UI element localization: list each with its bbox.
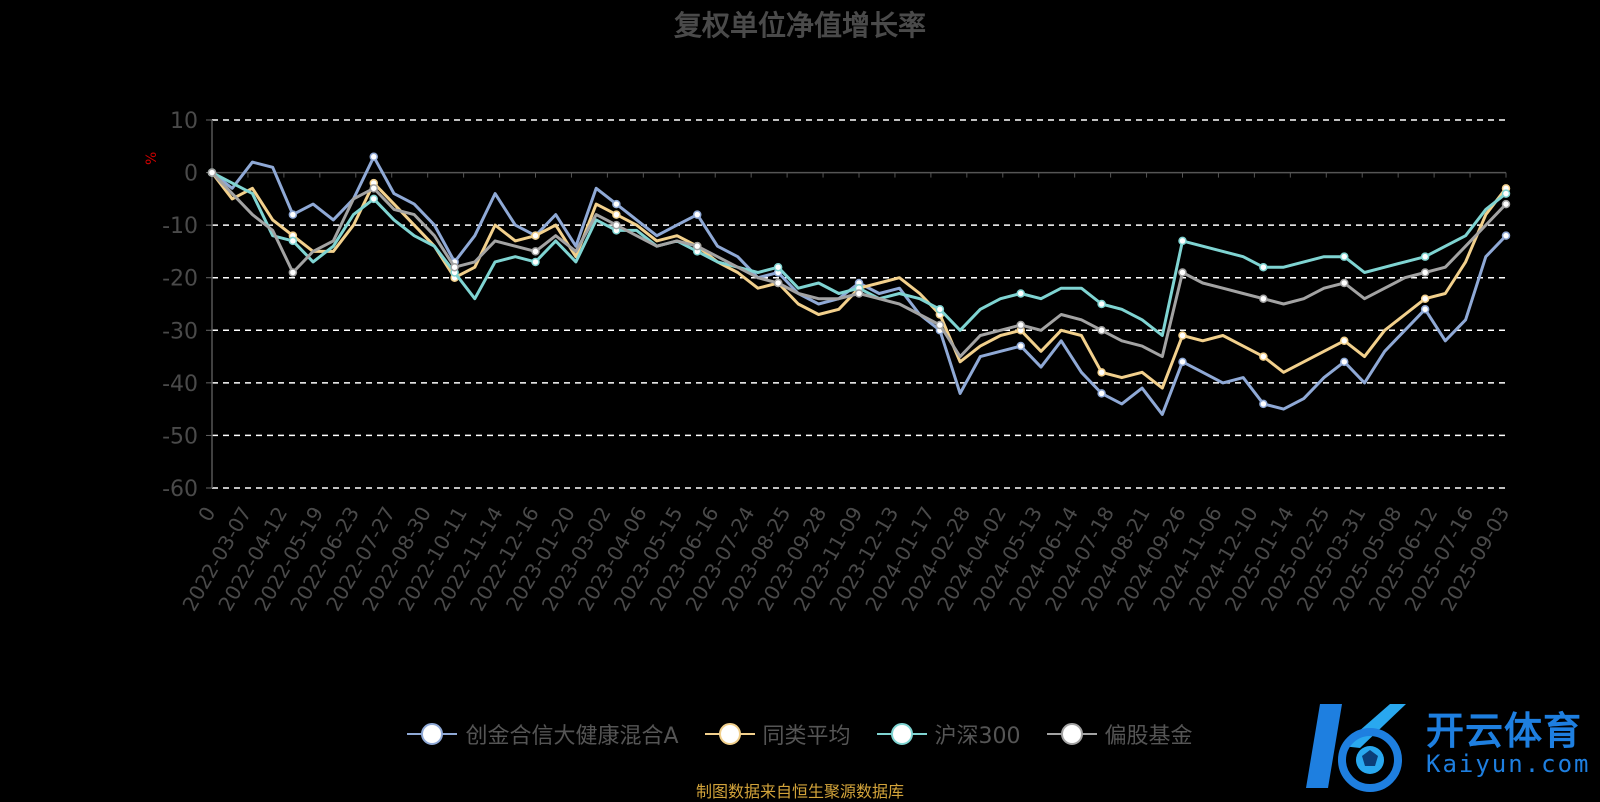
- legend-item-0[interactable]: 创金合信大健康混合A: [407, 718, 679, 750]
- y-tick-labels: 10 0 -10 -20 -30 -40 -50 -60: [162, 109, 198, 502]
- series-point: [1016, 320, 1025, 330]
- series-point: [1097, 368, 1106, 377]
- watermark-logo: 开云体育 Kaiyun.com: [1302, 696, 1594, 796]
- y-axis-unit: %: [144, 152, 160, 165]
- x-tick-labels: 02022-03-072022-04-122022-05-192022-06-2…: [177, 502, 1514, 615]
- series-point: [1097, 326, 1106, 335]
- y-tick-label: 10: [170, 109, 198, 134]
- series-point: [1501, 189, 1511, 198]
- legend-marker-icon: [407, 723, 458, 745]
- legend: 创金合信大健康混合A 同类平均 沪深300 偏股基金: [0, 718, 1600, 750]
- series-point: [288, 236, 298, 246]
- series-lines: [207, 152, 1511, 416]
- series-point: [612, 199, 621, 209]
- series-point: [531, 231, 540, 240]
- series-point: [1340, 252, 1349, 261]
- legend-marker-icon: [1046, 723, 1097, 745]
- series-point: [450, 262, 459, 272]
- axes: [206, 119, 1507, 489]
- series-point: [1178, 331, 1187, 340]
- y-tick-label: -10: [162, 214, 198, 239]
- kaiyun-logo-icon: [1306, 704, 1406, 792]
- series-point: [854, 289, 864, 298]
- series-point: [612, 210, 621, 219]
- source-note: 制图数据来自恒生聚源数据库: [695, 782, 904, 801]
- series-point: [1501, 231, 1511, 240]
- series-point: [369, 184, 378, 193]
- series-point: [1259, 399, 1268, 409]
- y-tick-label: -30: [162, 319, 198, 344]
- series-point: [531, 247, 540, 256]
- legend-marker-icon: [876, 723, 927, 745]
- series-point: [1420, 268, 1430, 277]
- y-tick-label: -40: [162, 372, 198, 397]
- series-point: [693, 210, 702, 219]
- series-point: [1178, 268, 1187, 277]
- legend-item-1[interactable]: 同类平均: [704, 718, 851, 750]
- series-point: [1420, 305, 1430, 314]
- series-point: [612, 220, 621, 230]
- series-point: [531, 257, 540, 267]
- watermark-en: Kaiyun.com: [1426, 750, 1591, 778]
- chart-title: 复权单位净值增长率: [673, 9, 926, 42]
- series-point: [1097, 299, 1106, 309]
- legend-label: 沪深300: [934, 724, 1021, 749]
- legend-label: 同类平均: [762, 724, 851, 749]
- series-point: [207, 168, 217, 177]
- series-point: [369, 194, 378, 204]
- series-point: [773, 278, 783, 288]
- legend-marker-icon: [704, 723, 755, 745]
- series-point: [1259, 294, 1268, 303]
- series-point: [369, 152, 378, 162]
- y-tick-label: -50: [162, 424, 198, 449]
- series-point: [1097, 389, 1106, 398]
- series-point: [1420, 294, 1430, 303]
- watermark-cn: 开云体育: [1426, 709, 1583, 753]
- series-point: [288, 268, 298, 277]
- x-tick-label: 0: [193, 503, 220, 526]
- legend-item-2[interactable]: 沪深300: [876, 718, 1021, 750]
- series-point: [1501, 199, 1511, 209]
- series-point: [1420, 252, 1430, 261]
- series-point: [1340, 278, 1349, 288]
- grid-lines: [212, 119, 1506, 489]
- series-point: [1340, 336, 1349, 346]
- series-point: [1259, 352, 1268, 361]
- series-point: [1016, 341, 1025, 351]
- series-point: [1259, 262, 1268, 272]
- series-point: [935, 305, 945, 314]
- series-point: [935, 320, 945, 330]
- legend-label: 创金合信大健康混合A: [465, 724, 679, 749]
- y-tick-label: -20: [162, 267, 198, 292]
- series-point: [1340, 357, 1349, 367]
- y-tick-label: 0: [184, 162, 198, 187]
- series-point: [773, 262, 783, 272]
- series-point: [1178, 357, 1187, 367]
- y-tick-label: -60: [162, 477, 198, 502]
- series-point: [288, 210, 298, 219]
- legend-label: 偏股基金: [1104, 724, 1193, 749]
- series-point: [1178, 236, 1187, 246]
- series-point: [693, 241, 702, 251]
- series-line-2: [211, 171, 1507, 337]
- legend-item-3[interactable]: 偏股基金: [1046, 718, 1193, 750]
- series-point: [1016, 289, 1025, 298]
